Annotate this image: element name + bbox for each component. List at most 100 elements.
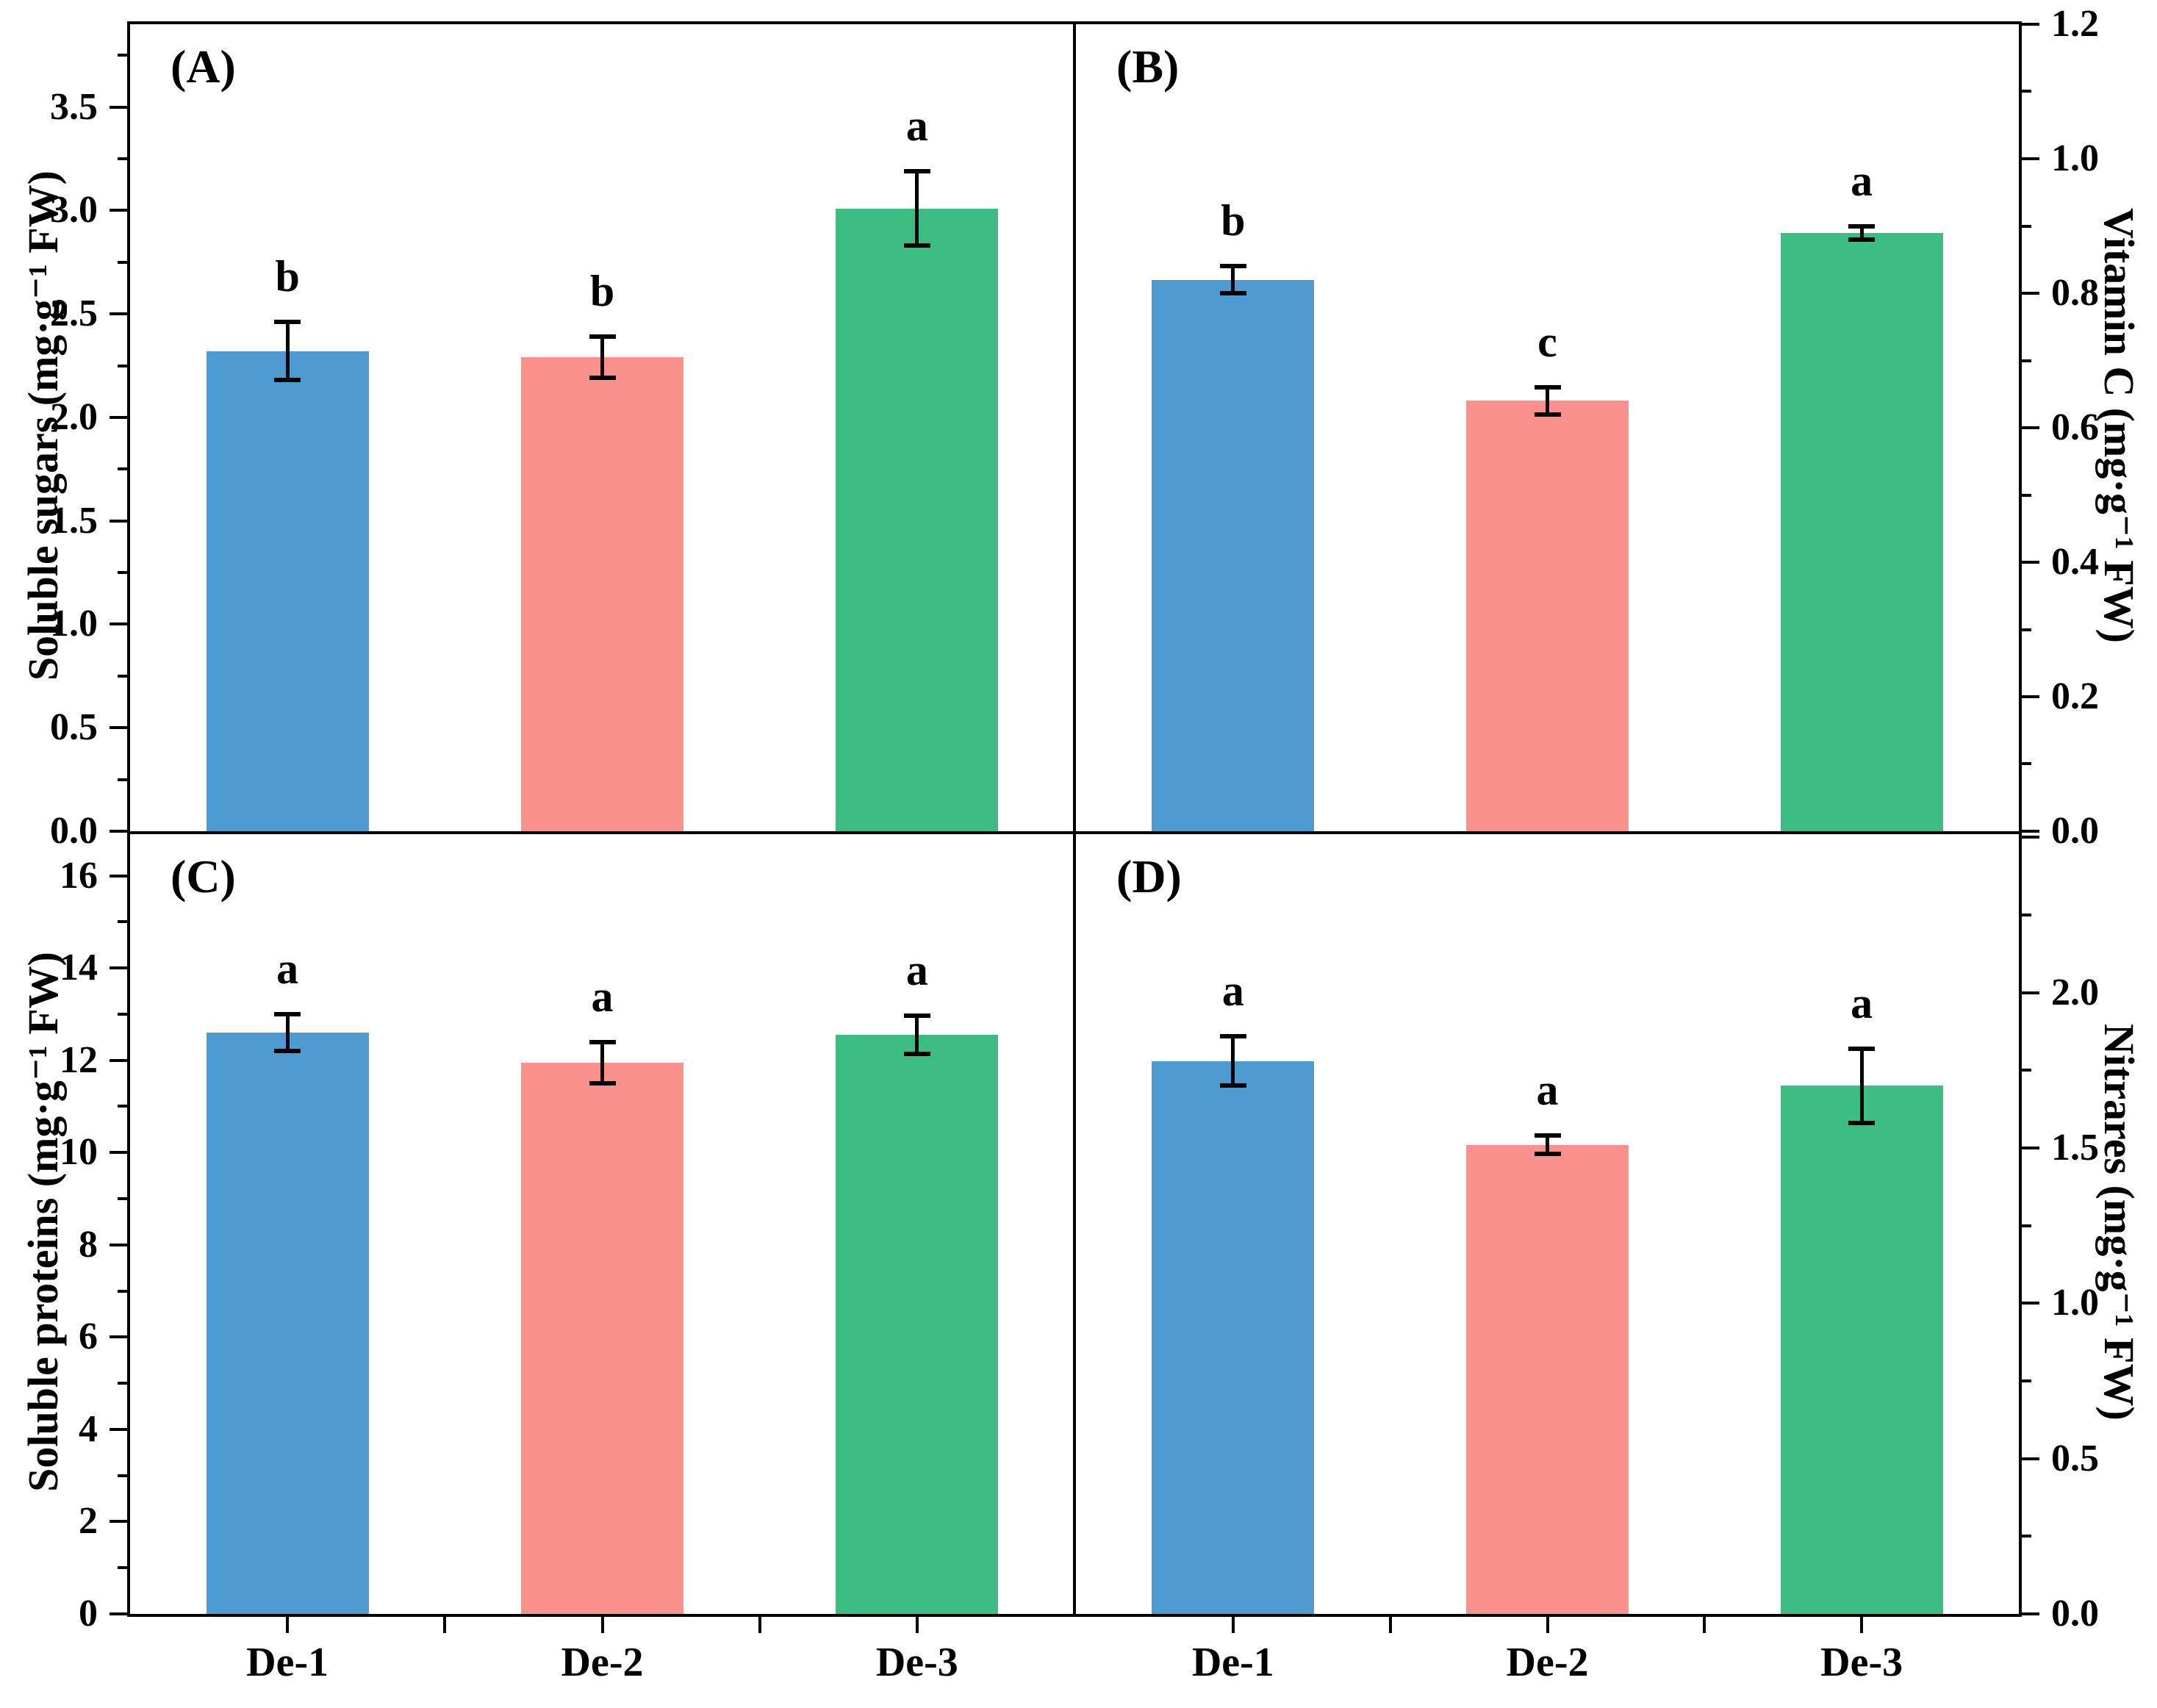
error-bar — [1231, 1036, 1235, 1086]
y-axis-major-tick — [110, 209, 127, 212]
significance-letter: b — [275, 252, 300, 301]
y-axis-minor-tick — [2022, 90, 2031, 93]
error-bar-cap-bottom — [274, 1049, 301, 1054]
x-axis-tick — [600, 1617, 604, 1633]
y-axis-major-tick — [2022, 830, 2039, 833]
y-axis-major-tick — [110, 1612, 127, 1615]
bar-De-3 — [1780, 1086, 1943, 1614]
y-axis-minor-tick — [118, 1289, 127, 1293]
y-axis-major-tick — [110, 1335, 127, 1339]
y-axis-minor-tick — [2022, 224, 2031, 228]
y-axis-minor-tick — [2022, 359, 2031, 362]
bar-De-1 — [206, 351, 369, 831]
y-axis-major-tick — [2022, 695, 2039, 698]
y-axis-title-text: Soluble proteins (mg·g⁻¹ FW) — [19, 952, 67, 1492]
y-axis-tick-label: 0.0 — [2051, 810, 2099, 852]
y-axis-tick-label: 10 — [60, 1131, 98, 1174]
y-axis-minor-tick — [118, 571, 127, 575]
panel-vitamin-c: (B) b c a 0.0 0.2 0.4 0.6 0.8 1.0 1.2 — [1076, 5, 2099, 850]
x-axis-tick — [1546, 1617, 1549, 1633]
bar-De-2 — [1466, 1144, 1629, 1614]
y-axis-minor-tick — [2022, 1535, 2031, 1538]
y-axis-major-tick — [110, 966, 127, 970]
y-axis-tick-label: 1.0 — [2051, 1282, 2099, 1324]
y-axis-major-tick — [2022, 291, 2039, 295]
y-axis-major-tick — [110, 1058, 127, 1062]
y-axis-tick-label: 12 — [60, 1038, 98, 1081]
y-axis-tick-label: 14 — [60, 947, 98, 989]
y-axis-major-tick — [2022, 836, 2039, 839]
error-bar — [915, 1015, 919, 1055]
error-bar-cap-top — [274, 1011, 301, 1016]
error-bar-cap-top — [1534, 1133, 1561, 1138]
y-axis-tick-label: 1.5 — [2051, 1126, 2099, 1169]
y-axis-major-tick — [2022, 1612, 2039, 1615]
y-axis-tick-label: 3.0 — [50, 189, 98, 232]
y-axis-tick-label: 0.5 — [2051, 1437, 2099, 1479]
y-axis-tick-label: 2.5 — [50, 293, 98, 335]
x-axis-category-label: De-2 — [1506, 1640, 1589, 1685]
bar-De-1 — [206, 1032, 369, 1614]
significance-letter: a — [1851, 978, 1873, 1027]
y-axis-tick-label: 8 — [79, 1223, 98, 1266]
error-bar-cap-top — [589, 1039, 616, 1044]
bar-De-2 — [520, 357, 683, 831]
error-bar-cap-bottom — [1534, 412, 1561, 417]
panel-soluble-sugars: (A) b b a 0.0 0.5 1.0 1.5 2.0 2.5 3.0 3.5 — [50, 24, 1074, 850]
y-axis-major-tick — [110, 874, 127, 878]
y-axis-major-tick — [110, 830, 127, 833]
y-axis-major-tick — [2022, 1302, 2039, 1305]
y-axis-major-tick — [2022, 1146, 2039, 1149]
panel-letter: (D) — [1116, 850, 1182, 903]
y-axis-minor-tick — [118, 1196, 127, 1200]
panel-nitrates: (D) a a a 0.0 0.5 1.0 1.5 2.0 De-1 De-2 De-3 — [1076, 834, 2099, 1683]
bar-De-1 — [1152, 279, 1315, 831]
y-axis-minor-tick — [118, 364, 127, 367]
y-axis-major-tick — [110, 105, 127, 109]
error-bar-cap-top — [589, 334, 616, 340]
y-axis-minor-tick — [2022, 913, 2031, 916]
x-axis-tick — [286, 1617, 290, 1633]
significance-letter: a — [591, 972, 614, 1021]
error-bar — [285, 322, 290, 381]
y-axis-minor-tick — [118, 1474, 127, 1477]
significance-letter: a — [276, 944, 299, 993]
y-axis-minor-tick — [118, 54, 127, 57]
y-axis-minor-tick — [118, 467, 127, 471]
x-axis-tick — [758, 1617, 761, 1633]
y-axis-minor-tick — [118, 260, 127, 264]
error-bar — [915, 171, 919, 246]
y-axis-tick-label: 0.4 — [2051, 541, 2099, 583]
x-axis-category-label: De-3 — [1820, 1640, 1903, 1685]
significance-letter: a — [905, 101, 928, 150]
panel-letter: (A) — [171, 40, 236, 93]
y-axis-minor-tick — [118, 1105, 127, 1108]
error-bar — [285, 1013, 290, 1052]
significance-letter: a — [905, 945, 928, 994]
y-axis-title-vitamin-c: Vitamin C (mg·g⁻¹ FW) — [2086, 21, 2152, 830]
significance-letter: a — [1851, 156, 1873, 205]
error-bar-cap-bottom — [589, 376, 616, 381]
bar-De-3 — [1780, 232, 1943, 831]
y-axis-minor-tick — [2022, 762, 2031, 766]
error-bar — [600, 1041, 604, 1084]
significance-letter: c — [1537, 317, 1557, 367]
error-bar-cap-top — [1534, 385, 1561, 390]
y-axis-major-tick — [110, 1520, 127, 1524]
y-axis-major-tick — [2022, 426, 2039, 429]
y-axis-minor-tick — [2022, 1224, 2031, 1227]
error-bar-cap-bottom — [274, 378, 301, 383]
error-bar — [1546, 387, 1549, 415]
error-bar-cap-bottom — [1219, 291, 1246, 296]
y-axis-tick-label: 0 — [79, 1593, 98, 1635]
y-axis-tick-label: 0.8 — [2051, 272, 2099, 314]
y-axis-tick-label: 1.0 — [50, 603, 98, 645]
y-axis-major-tick — [2022, 1457, 2039, 1460]
plot-area: (A) b b a 0.0 0.5 1.0 1.5 2.0 2.5 3.0 3.5 (B) b c a 0… — [50, 5, 2099, 1684]
y-axis-major-tick — [2022, 991, 2039, 994]
x-axis-category-label: De-1 — [246, 1640, 329, 1685]
x-axis-tick — [1860, 1617, 1864, 1633]
y-axis-minor-tick — [2022, 1379, 2031, 1382]
y-axis-tick-label: 2 — [79, 1500, 98, 1543]
error-bar — [1546, 1135, 1549, 1155]
